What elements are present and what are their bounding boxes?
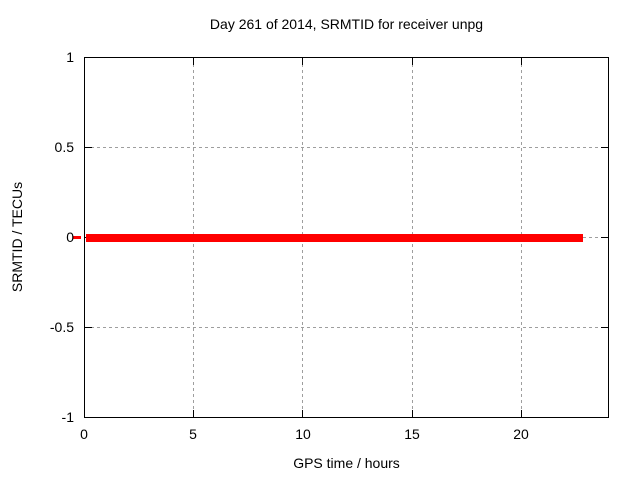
x-tick-mark [521, 410, 522, 417]
plot-frame [73, 57, 609, 418]
y-tick-mark [601, 327, 608, 328]
y-tick-label: 0.5 [54, 139, 74, 155]
y-gridline [85, 147, 608, 148]
y-gridline [85, 327, 608, 328]
x-tick-mark [302, 410, 303, 417]
y-tick-label: 0 [66, 229, 74, 245]
x-tick-mark [521, 58, 522, 65]
x-tick-label: 20 [513, 426, 529, 442]
x-tick-mark [193, 410, 194, 417]
y-tick-mark [601, 237, 608, 238]
x-axis-label: GPS time / hours [293, 455, 400, 471]
y-tick-label: 1 [66, 49, 74, 65]
x-tick-mark [193, 58, 194, 65]
x-tick-label: 0 [80, 426, 88, 442]
y-tick-mark [601, 147, 608, 148]
x-tick-mark [302, 58, 303, 65]
series-line-srmtid [86, 234, 583, 242]
y-tick-label: -0.5 [49, 319, 74, 335]
x-tick-label: 10 [295, 426, 311, 442]
y-tick-label: -1 [61, 409, 74, 425]
red-axis-dash [73, 236, 81, 239]
y-tick-mark [85, 147, 92, 148]
chart-title: Day 261 of 2014, SRMTID for receiver unp… [209, 16, 484, 32]
x-tick-mark [412, 58, 413, 65]
x-tick-label: 5 [189, 426, 197, 442]
y-tick-mark [85, 327, 92, 328]
x-tick-mark [412, 410, 413, 417]
x-tick-label: 15 [404, 426, 420, 442]
